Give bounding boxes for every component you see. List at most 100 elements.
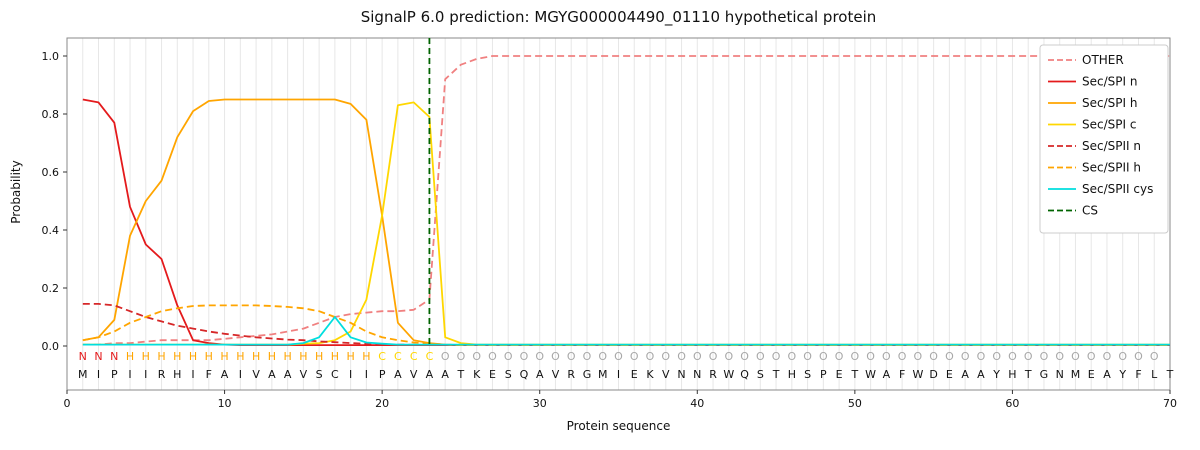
residue-letter: I: [617, 368, 620, 381]
residue-letter: T: [1166, 368, 1174, 381]
residue-letter: F: [899, 368, 905, 381]
series-other: [82, 55, 1170, 346]
residue-letter: W: [865, 368, 876, 381]
residue-letter: M: [78, 368, 88, 381]
legend-label-cs: CS: [1082, 204, 1098, 218]
residue-letter: A: [536, 368, 544, 381]
residue-letter: R: [567, 368, 575, 381]
residue-letter: V: [300, 368, 308, 381]
region-label: C: [394, 350, 402, 363]
region-label: C: [426, 350, 434, 363]
residue-letter: I: [144, 368, 147, 381]
region-label: O: [1103, 350, 1112, 363]
residue-letter: H: [1008, 368, 1016, 381]
region-label: O: [457, 350, 466, 363]
region-label: O: [803, 350, 812, 363]
residue-letter: A: [977, 368, 985, 381]
residue-letter: E: [1088, 368, 1095, 381]
residue-letter: Q: [520, 368, 529, 381]
legend-label-sec-spii-cys: Sec/SPII cys: [1082, 182, 1153, 196]
region-label: H: [315, 350, 323, 363]
series-sec-spii-n: [82, 302, 1170, 347]
region-label: H: [126, 350, 134, 363]
residue-letter: P: [111, 368, 118, 381]
residue-letter: T: [772, 368, 780, 381]
legend-box: [1039, 44, 1169, 234]
region-label: N: [79, 350, 87, 363]
residue-letter: E: [631, 368, 638, 381]
region-label: N: [94, 350, 102, 363]
residue-letter: S: [505, 368, 512, 381]
residue-letter: L: [1151, 368, 1158, 381]
residue-letter: N: [677, 368, 685, 381]
legend-label-sec-spii-h: Sec/SPII h: [1082, 161, 1141, 175]
residue-letter: M: [1071, 368, 1081, 381]
chart-title: SignalP 6.0 prediction: MGYG000004490_01…: [360, 8, 877, 26]
region-label: H: [220, 350, 228, 363]
residue-letter: A: [394, 368, 402, 381]
residue-letter: S: [316, 368, 323, 381]
region-label: O: [977, 350, 986, 363]
residue-letter: I: [191, 368, 194, 381]
region-label: O: [520, 350, 529, 363]
region-label: H: [283, 350, 291, 363]
residue-letter: A: [221, 368, 229, 381]
residue-letter: R: [709, 368, 717, 381]
region-label: O: [1150, 350, 1159, 363]
residue-letter: F: [206, 368, 212, 381]
residue-letter: E: [836, 368, 843, 381]
residue-letter: A: [426, 368, 434, 381]
region-label: O: [598, 350, 607, 363]
plot-frame: [66, 37, 1171, 391]
region-label: O: [992, 350, 1001, 363]
region-label: O: [709, 350, 718, 363]
x-tick-label: 60: [1005, 397, 1019, 410]
region-label: O: [740, 350, 749, 363]
region-label: H: [142, 350, 150, 363]
x-tick-label: 10: [218, 397, 232, 410]
region-label: O: [1008, 350, 1017, 363]
x-tick-label: 70: [1163, 397, 1177, 410]
residue-letter: H: [788, 368, 796, 381]
region-label: O: [630, 350, 639, 363]
region-label: O: [1087, 350, 1096, 363]
legend-label-sec-spii-n: Sec/SPII n: [1082, 139, 1141, 153]
y-tick-label: 0.6: [42, 166, 60, 179]
region-label: O: [882, 350, 891, 363]
residue-letter: W: [912, 368, 923, 381]
x-axis-label: Protein sequence: [567, 419, 671, 433]
series-sec-spii-h: [82, 304, 1170, 347]
y-tick-label: 0.8: [42, 108, 60, 121]
residue-letter: F: [1135, 368, 1141, 381]
region-label: O: [1024, 350, 1033, 363]
region-label: O: [945, 350, 954, 363]
series-sec-spi-h: [82, 98, 1170, 347]
region-label: O: [441, 350, 450, 363]
region-label: O: [1071, 350, 1080, 363]
x-tick-label: 20: [375, 397, 389, 410]
y-tick-label: 1.0: [42, 50, 60, 63]
x-tick-label: 40: [690, 397, 704, 410]
x-tick-label: 30: [533, 397, 547, 410]
region-label: O: [819, 350, 828, 363]
region-label: O: [772, 350, 781, 363]
region-label: O: [756, 350, 765, 363]
legend-label-other: OTHER: [1082, 53, 1124, 67]
y-tick-label: 0.2: [42, 282, 60, 295]
region-label: O: [851, 350, 860, 363]
series-sec-spi-c: [82, 101, 1170, 346]
residue-letter: H: [173, 368, 181, 381]
region-label: H: [252, 350, 260, 363]
residue-letter: V: [662, 368, 670, 381]
residue-letter: G: [583, 368, 592, 381]
residue-letter: A: [284, 368, 292, 381]
region-label: O: [472, 350, 481, 363]
region-label: O: [677, 350, 686, 363]
residue-letter: I: [365, 368, 368, 381]
region-label: O: [567, 350, 576, 363]
residue-letter: V: [410, 368, 418, 381]
residue-letter: K: [646, 368, 654, 381]
residue-letter: Y: [992, 368, 1000, 381]
residue-letter: V: [252, 368, 260, 381]
